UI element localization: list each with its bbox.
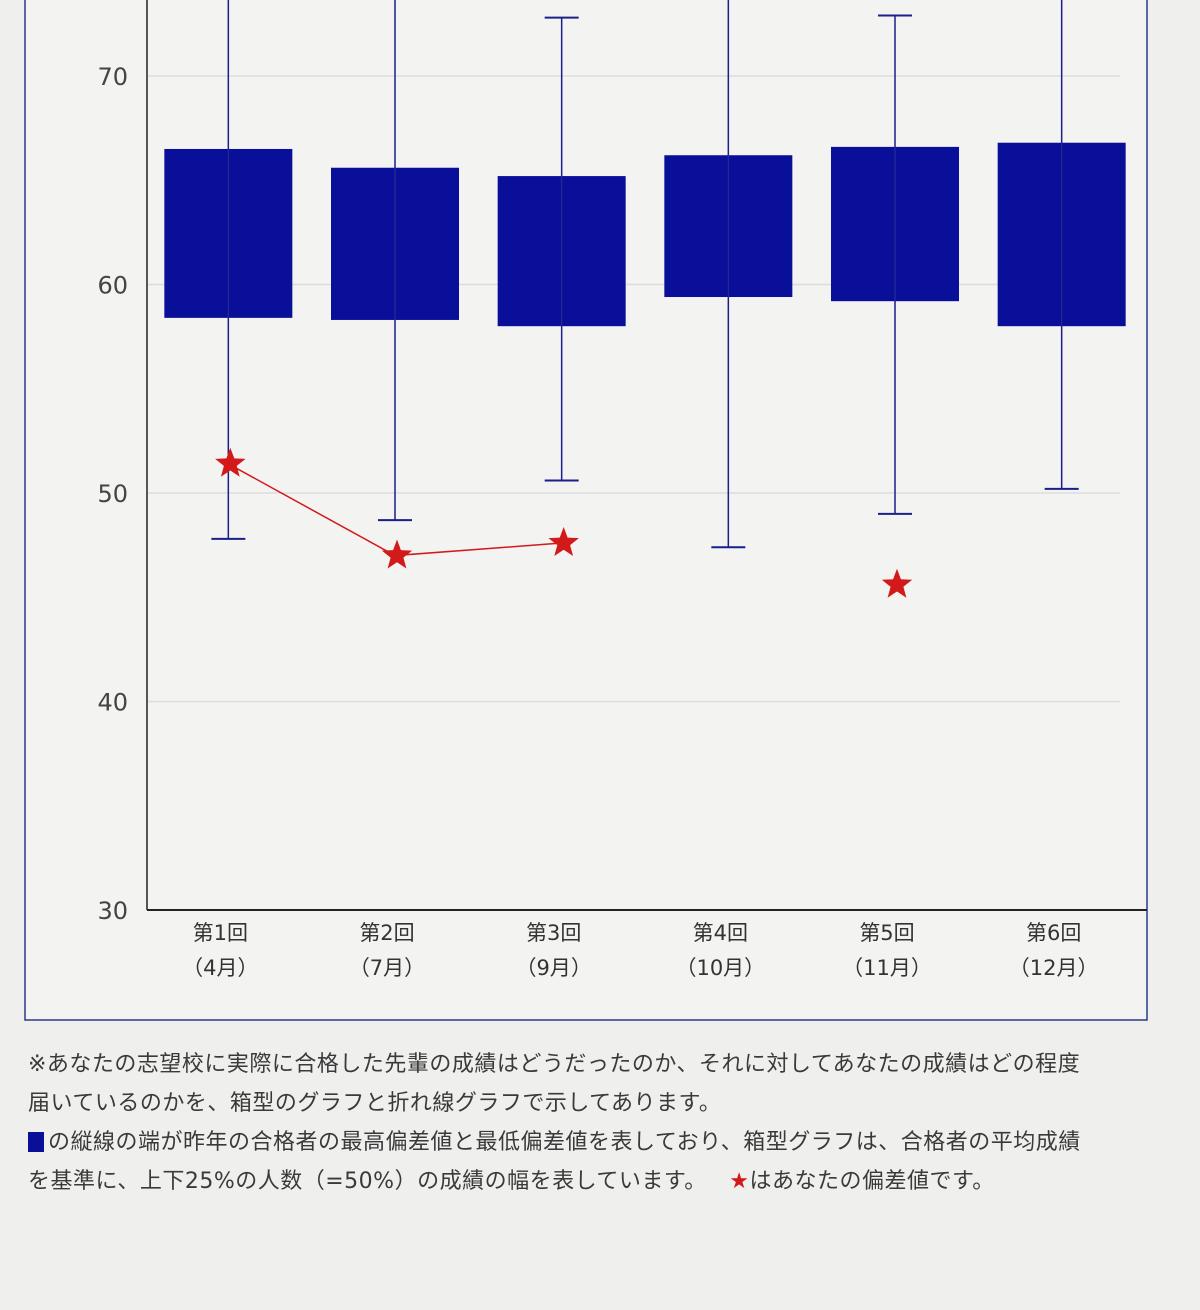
x-tick-sublabel: （10月） [675, 956, 765, 980]
x-tick-sublabel: （4月） [182, 956, 258, 980]
y-tick-label: 50 [97, 480, 128, 508]
x-tick-sublabel: （9月） [515, 956, 591, 980]
x-tick-label: 第5回 [859, 921, 914, 945]
y-tick-label: 30 [97, 897, 128, 925]
star-legend-icon: ★ [729, 1169, 750, 1194]
note-line-4a: を基準に、上下25%の人数（=50%）の成績の幅を表しています。 [28, 1169, 707, 1194]
note-line-3: の縦線の端が昨年の合格者の最高偏差値と最低偏差値を表しており、箱型グラフは、合格… [48, 1130, 1081, 1155]
y-tick-label: 40 [97, 689, 128, 717]
x-tick-label: 第2回 [359, 921, 414, 945]
score-star-marker [881, 568, 913, 598]
note-line-2: 届いているのかを、箱型のグラフと折れ線グラフで示してあります。 [28, 1091, 722, 1116]
box-legend-square-icon [28, 1132, 44, 1152]
x-tick-label: 第1回 [193, 921, 248, 945]
x-tick-label: 第4回 [693, 921, 748, 945]
x-tick-label: 第3回 [526, 921, 581, 945]
chart-footnote: ※あなたの志望校に実際に合格した先輩の成績はどうだったのか、それに対してあなたの… [28, 1045, 1178, 1201]
y-tick-label: 70 [97, 63, 128, 91]
y-tick-label: 60 [97, 272, 128, 300]
score-star-marker [381, 539, 413, 569]
x-tick-label: 第6回 [1026, 921, 1081, 945]
note-line-4b: はあなたの偏差値です。 [749, 1169, 995, 1194]
x-tick-sublabel: （12月） [1009, 956, 1099, 980]
x-tick-sublabel: （11月） [842, 956, 932, 980]
note-line-1: ※あなたの志望校に実際に合格した先輩の成績はどうだったのか、それに対してあなたの… [28, 1052, 1081, 1077]
x-tick-sublabel: （7月） [349, 956, 425, 980]
score-star-marker [548, 527, 579, 556]
score-star-marker [215, 447, 246, 477]
